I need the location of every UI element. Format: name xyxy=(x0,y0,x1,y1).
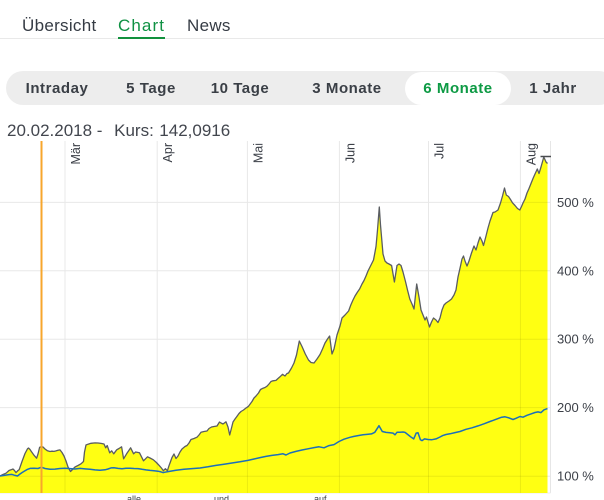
svg-text:500 %: 500 % xyxy=(557,195,594,210)
svg-text:Jun: Jun xyxy=(343,143,357,163)
svg-text:400 %: 400 % xyxy=(557,263,594,278)
svg-text:Apr: Apr xyxy=(161,143,175,162)
svg-text:Aug: Aug xyxy=(524,143,538,165)
svg-text:300 %: 300 % xyxy=(557,332,594,347)
svg-text:100 %: 100 % xyxy=(557,469,594,484)
svg-text:Mai: Mai xyxy=(251,143,265,163)
svg-text:Mär: Mär xyxy=(69,143,83,165)
svg-text:200 %: 200 % xyxy=(557,400,594,415)
svg-text:Jul: Jul xyxy=(433,143,447,159)
